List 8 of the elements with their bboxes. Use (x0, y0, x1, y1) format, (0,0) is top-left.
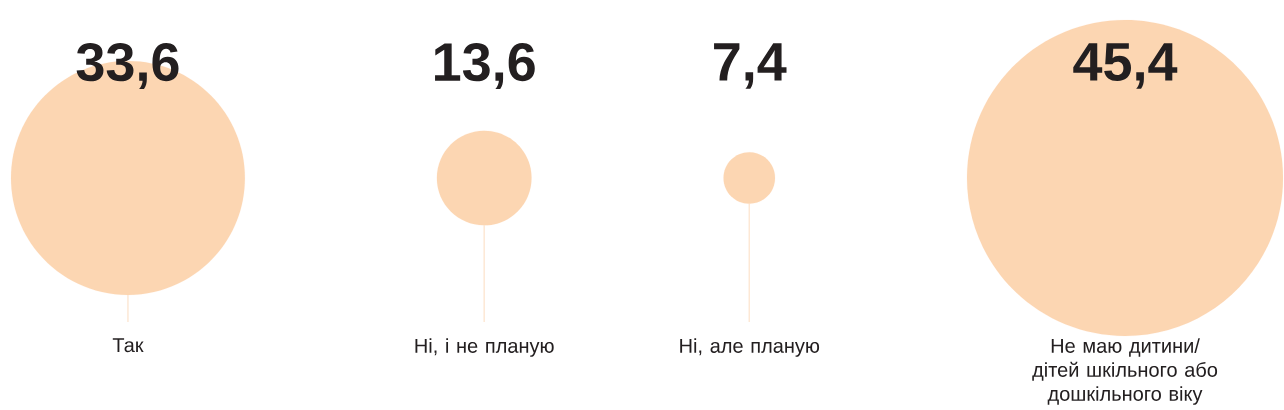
category-label: Ні, але планую (680, 338, 820, 357)
data-label: 7,4 (714, 43, 787, 89)
data-label: 45,4 (1073, 43, 1178, 89)
category-label: Ні, і не планую (415, 338, 554, 357)
data-label: 33,6 (76, 42, 179, 90)
data-label: 13,6 (435, 42, 535, 90)
category-label: Не маю дитини/ дітей шкільного або дошкільного віку (1032, 338, 1218, 405)
category-label: Так (112, 338, 144, 353)
